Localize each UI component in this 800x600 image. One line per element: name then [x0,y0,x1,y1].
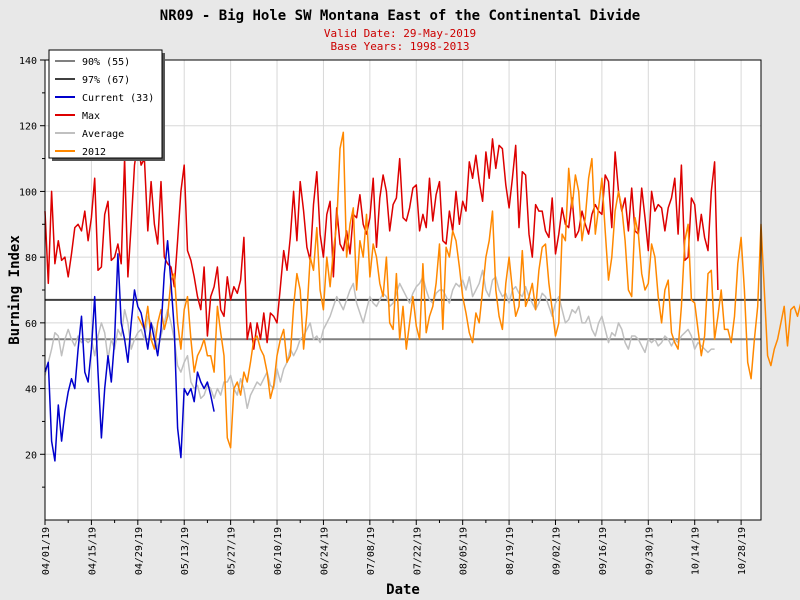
x-tick-label: 10/14/19 [691,527,702,575]
x-tick-label: 04/29/19 [134,527,145,575]
y-ticks: 20 40 60 80 100 120 140 [19,56,45,488]
x-tick-label: 06/24/19 [319,527,330,575]
x-ticks: 04/01/19 04/15/19 04/29/19 05/13/19 05/27/19… [41,520,748,575]
x-tick-label: 05/13/19 [180,527,191,575]
x-tick-label: 04/01/19 [41,527,52,575]
x-tick-label: 09/16/19 [598,527,609,575]
x-tick-label: 08/19/19 [505,527,516,575]
legend: 90% (55) 97% (67) Current (33) Max Average 20… [48,49,165,161]
data-series [44,131,800,462]
x-tick-label: 10/28/19 [737,527,748,575]
percentile-lines [45,298,761,341]
legend-label: 97% (67) [82,75,130,86]
x-tick-label: 04/15/19 [87,527,98,575]
legend-label: Max [82,111,100,122]
legend-box [48,49,163,159]
chart-title: NR09 - Big Hole SW Montana East of the C… [160,8,640,24]
series-line [44,239,215,462]
x-tick-label: 07/22/19 [412,527,423,575]
x-tick-label: 06/10/19 [273,527,284,575]
x-tick-label: 09/30/19 [644,527,655,575]
legend-label: 90% (55) [82,57,130,68]
legend-label: Current (33) [82,93,154,104]
y-tick-label: 80 [25,253,37,264]
base-years-subtitle: Base Years: 1998-2013 [330,40,469,53]
legend-label: 2012 [82,147,106,158]
x-tick-label: 07/08/19 [366,527,377,575]
series-line [137,131,800,449]
y-tick-label: 20 [25,450,37,461]
y-axis-label: Burning Index [7,235,23,345]
y-tick-label: 140 [19,56,37,67]
x-tick-label: 08/05/19 [459,527,470,575]
x-axis-label: Date [386,582,420,598]
y-tick-label: 40 [25,385,37,396]
y-tick-label: 120 [19,122,37,133]
valid-date-subtitle: Valid Date: 29-May-2019 [324,27,476,40]
x-tick-label: 05/27/19 [227,527,238,575]
series-line [44,138,719,350]
y-tick-label: 100 [19,187,37,198]
legend-label: Average [82,129,124,140]
y-tick-label: 60 [25,319,37,330]
series-line [44,269,715,410]
x-tick-label: 09/02/19 [551,527,562,575]
